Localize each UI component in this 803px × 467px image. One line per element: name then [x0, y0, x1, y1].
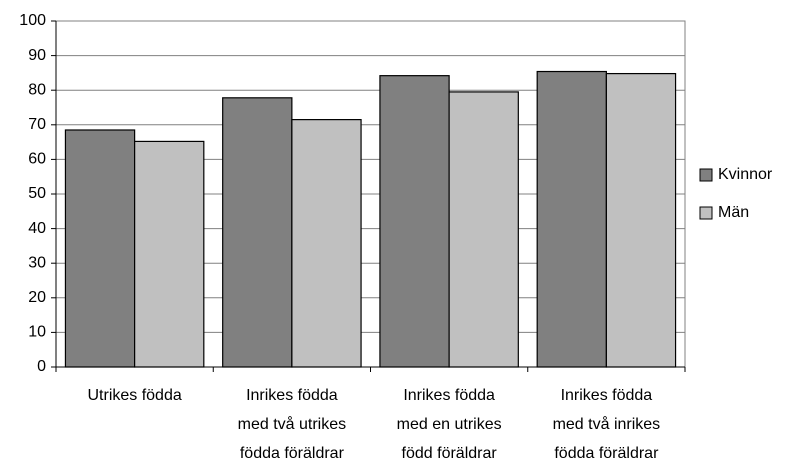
legend-swatch: [699, 168, 713, 182]
bar: [379, 75, 450, 368]
legend-label: Kvinnor: [718, 166, 773, 183]
bar: [536, 70, 607, 368]
legend-swatch: [699, 206, 713, 220]
y-tick-label: 100: [19, 12, 46, 29]
y-tick-label: 30: [28, 254, 46, 271]
y-tick-label: 40: [28, 220, 46, 237]
y-tick-label: 20: [28, 289, 46, 306]
bar: [605, 72, 677, 368]
legend-label: Män: [718, 204, 749, 221]
y-tick-label: 0: [37, 358, 46, 375]
x-tick-label: Inrikes födda med två utrikes födda föräld…: [238, 387, 346, 462]
y-tick-label: 90: [28, 47, 46, 64]
bar: [134, 140, 205, 368]
y-tick-label: 60: [28, 151, 46, 168]
bar: [448, 91, 519, 368]
y-tick-label: 70: [28, 116, 46, 133]
x-tick-label: Inrikes födda med två inrikes födda föräld…: [553, 387, 661, 462]
y-tick-label: 80: [28, 81, 46, 98]
y-tick-label: 10: [28, 324, 46, 341]
bar: [64, 129, 136, 368]
x-tick-label: Utrikes födda: [87, 387, 181, 404]
bar: [291, 119, 362, 368]
y-tick-label: 50: [28, 185, 46, 202]
bar: [222, 97, 293, 368]
x-tick-label: Inrikes födda med en utrikes född föräldra…: [397, 387, 502, 462]
